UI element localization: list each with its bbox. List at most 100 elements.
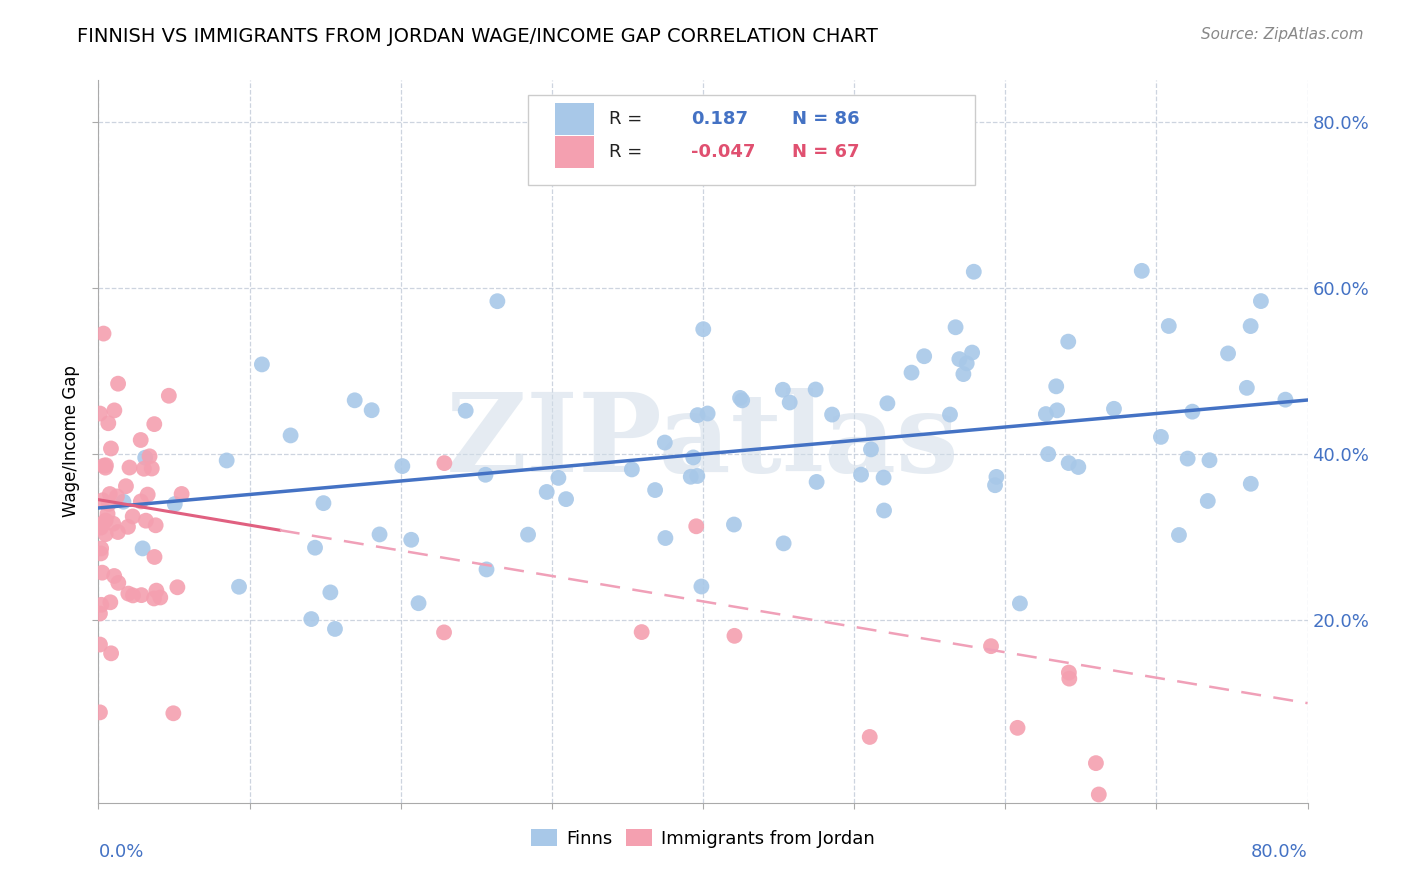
Point bbox=[94, 458, 117, 473]
Point bbox=[107, 376, 129, 391]
Point bbox=[849, 467, 872, 482]
Point bbox=[685, 519, 707, 533]
Point bbox=[149, 591, 172, 605]
Point bbox=[952, 367, 974, 381]
Point bbox=[654, 531, 676, 545]
Point bbox=[90, 521, 112, 535]
Point bbox=[692, 322, 714, 336]
Point bbox=[93, 326, 115, 341]
Point bbox=[1067, 460, 1090, 475]
Point bbox=[299, 612, 322, 626]
Point bbox=[1216, 346, 1239, 360]
Point bbox=[143, 591, 166, 606]
Point bbox=[131, 541, 153, 556]
Point bbox=[89, 607, 111, 621]
Text: R =: R = bbox=[609, 144, 648, 161]
Point bbox=[1007, 721, 1029, 735]
Point bbox=[157, 389, 180, 403]
Point bbox=[912, 349, 935, 363]
Point bbox=[143, 549, 166, 564]
Point bbox=[859, 442, 882, 457]
Point bbox=[135, 514, 157, 528]
Point bbox=[100, 442, 122, 456]
Point bbox=[1046, 403, 1069, 417]
Point bbox=[876, 396, 898, 410]
Point bbox=[170, 487, 193, 501]
Point bbox=[90, 598, 112, 612]
Point bbox=[131, 588, 153, 602]
Point bbox=[536, 485, 558, 500]
Point bbox=[90, 541, 112, 556]
Legend: Finns, Immigrants from Jordan: Finns, Immigrants from Jordan bbox=[524, 822, 882, 855]
Y-axis label: Wage/Income Gap: Wage/Income Gap bbox=[62, 366, 80, 517]
Point bbox=[806, 475, 828, 489]
Point bbox=[228, 580, 250, 594]
Point bbox=[122, 589, 145, 603]
Point bbox=[1102, 401, 1125, 416]
Point bbox=[517, 527, 540, 541]
Bar bbox=[555, 103, 595, 136]
Point bbox=[1236, 381, 1258, 395]
Point bbox=[1130, 264, 1153, 278]
Point bbox=[89, 638, 111, 652]
Point bbox=[772, 383, 794, 397]
Point bbox=[1088, 788, 1111, 802]
Point bbox=[103, 569, 125, 583]
Point bbox=[1198, 453, 1220, 467]
Point bbox=[1181, 404, 1204, 418]
Point bbox=[94, 514, 117, 528]
Point bbox=[1057, 665, 1080, 680]
Point bbox=[779, 395, 801, 409]
Point bbox=[107, 524, 129, 539]
Point bbox=[145, 583, 167, 598]
Point bbox=[1250, 294, 1272, 309]
Point bbox=[312, 496, 335, 510]
Point bbox=[138, 450, 160, 464]
Text: FINNISH VS IMMIGRANTS FROM JORDAN WAGE/INCOME GAP CORRELATION CHART: FINNISH VS IMMIGRANTS FROM JORDAN WAGE/I… bbox=[77, 27, 879, 45]
Point bbox=[984, 478, 1007, 492]
Point bbox=[772, 536, 794, 550]
Point bbox=[129, 494, 152, 508]
Point bbox=[1084, 756, 1107, 771]
Point bbox=[433, 625, 456, 640]
Point bbox=[948, 352, 970, 367]
Point bbox=[630, 625, 652, 640]
Point bbox=[986, 470, 1008, 484]
Point bbox=[1274, 392, 1296, 407]
Text: 0.187: 0.187 bbox=[690, 110, 748, 128]
Point bbox=[686, 408, 709, 422]
Point bbox=[980, 639, 1002, 653]
Text: R =: R = bbox=[609, 110, 648, 128]
Point bbox=[1150, 430, 1173, 444]
Point bbox=[323, 622, 346, 636]
Point bbox=[1197, 494, 1219, 508]
Point bbox=[1177, 451, 1199, 466]
Point bbox=[399, 533, 422, 547]
Point bbox=[1240, 476, 1263, 491]
Point bbox=[1035, 407, 1057, 421]
Point bbox=[368, 527, 391, 541]
Point bbox=[103, 403, 125, 417]
Point bbox=[319, 585, 342, 599]
Point bbox=[107, 575, 129, 590]
Point bbox=[162, 706, 184, 721]
Point bbox=[215, 453, 238, 467]
Point bbox=[98, 487, 121, 501]
Point bbox=[100, 646, 122, 660]
Point bbox=[690, 580, 713, 594]
Point bbox=[132, 462, 155, 476]
Point bbox=[486, 294, 509, 309]
Point bbox=[143, 417, 166, 431]
Point bbox=[900, 366, 922, 380]
Point bbox=[89, 706, 111, 720]
Text: N = 67: N = 67 bbox=[793, 144, 860, 161]
Point bbox=[1038, 447, 1060, 461]
Point bbox=[945, 320, 967, 334]
Text: N = 86: N = 86 bbox=[793, 110, 860, 128]
Point bbox=[682, 450, 704, 465]
FancyBboxPatch shape bbox=[527, 95, 976, 185]
Bar bbox=[555, 136, 595, 169]
Point bbox=[98, 595, 121, 609]
Point bbox=[94, 460, 117, 475]
Text: ZIPatlas: ZIPatlas bbox=[446, 388, 960, 495]
